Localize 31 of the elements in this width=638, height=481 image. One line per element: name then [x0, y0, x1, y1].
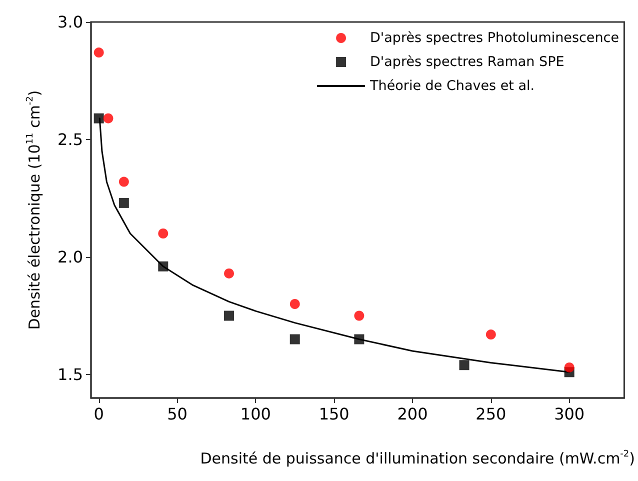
point: [459, 360, 470, 370]
point: [290, 334, 300, 344]
point: [103, 113, 114, 124]
y-tick-label: 3.0: [58, 12, 83, 32]
x-tick-label: 50: [167, 404, 188, 424]
y-axis-title: Densité électronique (1011 cm-2): [26, 90, 44, 330]
x-tick-label: 0: [94, 404, 104, 424]
point: [290, 299, 300, 309]
x-tick-label: 200: [397, 404, 428, 424]
y-tick-label: 1.5: [58, 365, 83, 384]
x-tick-label: 150: [318, 404, 350, 424]
legend-label: D'après spectres Photoluminescence: [370, 30, 620, 46]
point: [224, 268, 234, 278]
point: [158, 228, 168, 238]
point: [118, 176, 129, 187]
point: [158, 261, 168, 272]
point: [94, 48, 104, 58]
point: [564, 362, 574, 372]
point: [486, 330, 496, 340]
x-tick-label: 300: [554, 404, 585, 424]
point: [94, 113, 104, 124]
legend-label: D'après spectres Raman SPE: [370, 54, 564, 70]
point: [118, 198, 129, 208]
point: [354, 310, 364, 321]
point: [354, 334, 364, 344]
legend-label: Théorie de Chaves et al.: [369, 78, 535, 94]
x-tick-label: 100: [240, 404, 271, 424]
y-tick-label: 2.0: [58, 248, 83, 266]
point: [224, 310, 234, 321]
x-tick-label: 250: [476, 404, 506, 424]
y-tick-label: 2.5: [58, 130, 83, 149]
